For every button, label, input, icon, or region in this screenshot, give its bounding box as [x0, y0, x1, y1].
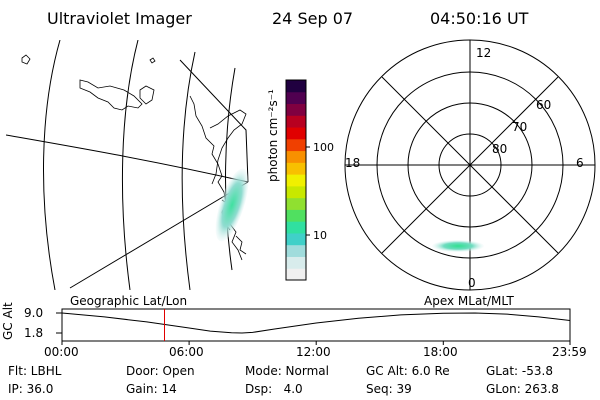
gc-alt-series-line [61, 312, 571, 334]
colorbar-cell [286, 197, 306, 210]
mlt-diagonal [381, 76, 559, 254]
meridian-line [43, 40, 61, 290]
mlat-label-60: 60 [536, 98, 552, 112]
x-tick-label-0000: 00:00 [44, 345, 79, 359]
colorbar-cell [286, 174, 306, 187]
colorbar-cell [286, 162, 306, 175]
colorbar-cell [286, 127, 306, 140]
meridian-line [225, 67, 236, 271]
colorbar-cell [286, 138, 306, 152]
mlat-label-80: 80 [492, 142, 508, 156]
aurora-emission-polar [432, 240, 484, 252]
y-tick-label-max: 9.0 [24, 306, 44, 320]
meridian-line [121, 40, 139, 290]
gain-param: Gain: 14 [126, 382, 177, 396]
colorbar-cell [286, 91, 306, 105]
date-label: 24 Sep 07 [272, 9, 354, 28]
colorbar-cell [286, 150, 306, 163]
mlt-label-12: 12 [476, 46, 492, 60]
geo-panel-label: Geographic Lat/Lon [70, 294, 188, 308]
mlt-label-6: 6 [576, 156, 584, 170]
colorbar-cell [286, 103, 306, 116]
instrument-title: Ultraviolet Imager [47, 9, 192, 28]
x-tick-label-1200: 12:00 [296, 345, 331, 359]
mlt-label-0: 0 [468, 276, 476, 290]
glat-param: GLat: -53.8 [486, 364, 553, 378]
colorbar-cell [286, 185, 306, 199]
time-label: 04:50:16 UT [430, 9, 529, 28]
meridian-line [181, 51, 196, 290]
y-axis-label: GC Alt [1, 302, 15, 340]
dsp-param: Dsp: 4.0 [245, 382, 303, 396]
colorbar-tick-10: 10 [313, 229, 327, 242]
colorbar-tick-100: 100 [313, 141, 334, 154]
colorbar [285, 79, 310, 281]
gc-alt-chart [56, 308, 571, 345]
colorbar-cell [286, 115, 306, 128]
polar-panel-label: Apex MLat/MLT [424, 294, 514, 308]
x-tick-label-0600: 06:00 [169, 345, 204, 359]
glon-param: GLon: 263.8 [486, 382, 559, 396]
door-param: Door: Open [126, 364, 195, 378]
limb-edge [179, 59, 249, 183]
y-tick-label-min: 1.8 [24, 326, 44, 340]
colorbar-cell [286, 244, 306, 257]
mlat-label-70: 70 [512, 120, 528, 134]
coastlines [21, 54, 247, 261]
colorbar-cell [286, 268, 306, 281]
colorbar-cell [286, 209, 306, 222]
x-tick-label-2359: 23:59 [552, 345, 587, 359]
filter-param: Flt: LBHL [8, 364, 62, 378]
aurora-emission-geo [215, 168, 249, 242]
seq-param: Seq: 39 [366, 382, 412, 396]
mlt-label-18: 18 [345, 156, 361, 170]
colorbar-unit-label: photon cm⁻²s⁻¹ [266, 89, 280, 182]
parallel-line [6, 134, 249, 183]
colorbar-cell [286, 232, 306, 246]
colorbar-cell [286, 80, 306, 93]
colorbar-cell [286, 221, 306, 234]
polar-plot [344, 39, 596, 291]
ip-param: IP: 36.0 [8, 382, 54, 396]
gc-alt-param: GC Alt: 6.0 Re [366, 364, 450, 378]
mode-param: Mode: Normal [245, 364, 329, 378]
limb-edge [69, 181, 249, 289]
colorbar-cell [286, 256, 306, 269]
geographic-map [6, 40, 249, 290]
x-tick-label-1800: 18:00 [423, 345, 458, 359]
